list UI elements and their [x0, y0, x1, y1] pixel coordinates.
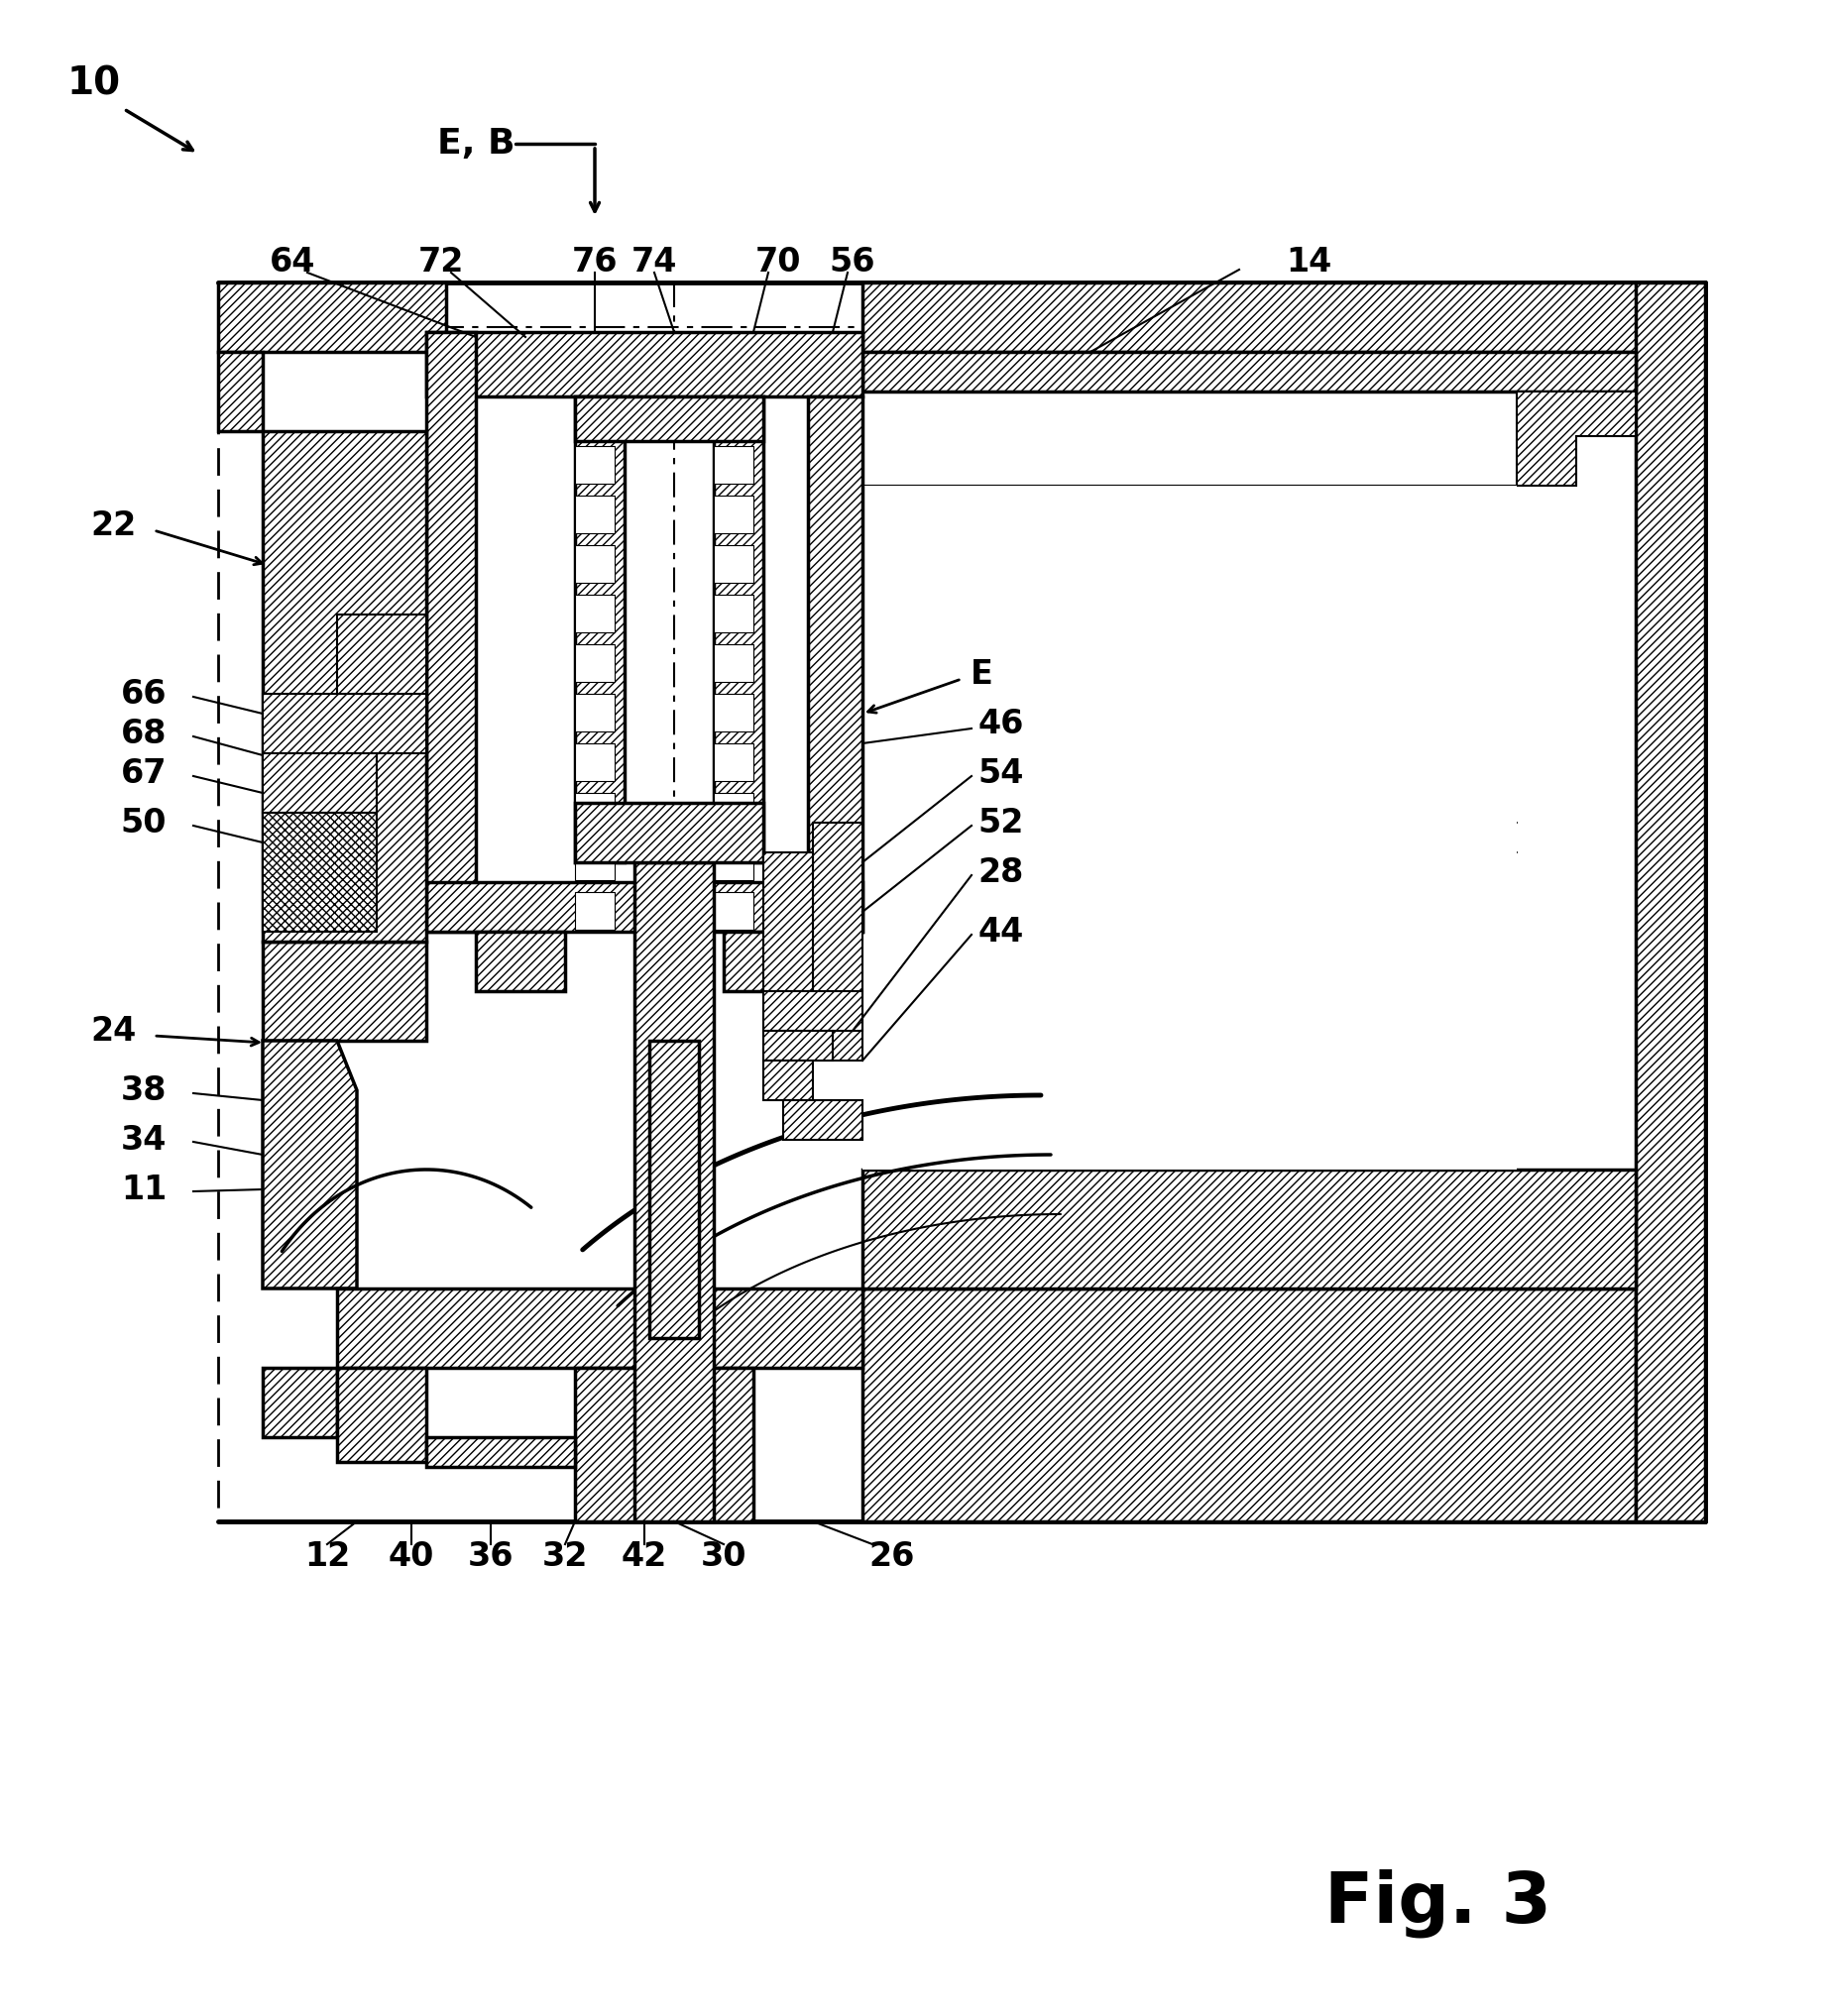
Polygon shape — [862, 486, 1516, 1169]
Text: 54: 54 — [978, 756, 1024, 790]
Text: 74: 74 — [632, 246, 677, 278]
Polygon shape — [714, 792, 753, 831]
Polygon shape — [714, 694, 753, 732]
Text: 14: 14 — [1285, 246, 1331, 278]
Polygon shape — [575, 397, 624, 863]
Polygon shape — [262, 1040, 357, 1288]
Polygon shape — [714, 843, 753, 881]
Text: 50: 50 — [121, 806, 167, 839]
Polygon shape — [262, 1367, 337, 1437]
Polygon shape — [337, 1367, 427, 1462]
Text: 10: 10 — [68, 65, 121, 103]
Polygon shape — [764, 992, 862, 1030]
Polygon shape — [575, 496, 615, 534]
Text: 11: 11 — [121, 1173, 167, 1206]
Polygon shape — [764, 1030, 833, 1060]
Text: 56: 56 — [829, 246, 875, 278]
Polygon shape — [575, 1367, 753, 1522]
Polygon shape — [723, 931, 813, 992]
Polygon shape — [575, 792, 615, 831]
Polygon shape — [714, 595, 753, 633]
Polygon shape — [862, 1169, 1635, 1288]
Polygon shape — [575, 446, 615, 484]
Polygon shape — [575, 802, 764, 863]
Polygon shape — [714, 496, 753, 534]
Text: Fig. 3: Fig. 3 — [1324, 1869, 1551, 1937]
Text: E: E — [970, 657, 992, 689]
Text: 67: 67 — [121, 756, 167, 790]
Text: 66: 66 — [121, 677, 167, 710]
Polygon shape — [807, 397, 862, 931]
Polygon shape — [427, 333, 476, 931]
Polygon shape — [427, 333, 862, 397]
Text: 42: 42 — [621, 1540, 666, 1572]
Text: 22: 22 — [92, 508, 137, 542]
Polygon shape — [476, 931, 566, 992]
Polygon shape — [862, 353, 1635, 391]
Text: 76: 76 — [571, 246, 617, 278]
Polygon shape — [813, 823, 862, 1060]
Polygon shape — [262, 754, 377, 812]
Polygon shape — [764, 1060, 813, 1101]
Polygon shape — [575, 595, 615, 633]
Text: 70: 70 — [754, 246, 802, 278]
Polygon shape — [862, 1288, 1635, 1522]
Polygon shape — [862, 282, 1705, 353]
Text: 38: 38 — [121, 1075, 167, 1107]
Polygon shape — [262, 941, 427, 1040]
Text: 68: 68 — [121, 718, 167, 750]
Text: 40: 40 — [388, 1540, 434, 1572]
Polygon shape — [714, 446, 753, 484]
Text: 36: 36 — [467, 1540, 515, 1572]
Text: 32: 32 — [542, 1540, 588, 1572]
Text: 52: 52 — [978, 806, 1024, 839]
Polygon shape — [714, 891, 753, 929]
Text: 72: 72 — [417, 246, 463, 278]
Polygon shape — [650, 1040, 699, 1339]
Polygon shape — [337, 615, 427, 694]
Polygon shape — [575, 843, 615, 881]
Polygon shape — [262, 812, 377, 931]
Polygon shape — [575, 645, 615, 681]
Text: 34: 34 — [121, 1123, 167, 1157]
Polygon shape — [427, 883, 862, 931]
Polygon shape — [1516, 391, 1635, 486]
Polygon shape — [218, 282, 447, 353]
Polygon shape — [1635, 282, 1705, 1522]
Polygon shape — [635, 863, 714, 1522]
Polygon shape — [764, 853, 813, 992]
Polygon shape — [714, 397, 764, 863]
Polygon shape — [427, 1437, 575, 1468]
Polygon shape — [262, 694, 427, 754]
Text: 26: 26 — [870, 1540, 916, 1572]
Polygon shape — [575, 544, 615, 583]
Polygon shape — [575, 891, 615, 929]
Text: 44: 44 — [978, 915, 1024, 948]
Polygon shape — [714, 544, 753, 583]
Text: 24: 24 — [92, 1014, 137, 1046]
Text: 28: 28 — [978, 857, 1024, 889]
Polygon shape — [714, 744, 753, 780]
Polygon shape — [575, 694, 615, 732]
Polygon shape — [262, 431, 427, 941]
Text: 64: 64 — [269, 246, 315, 278]
Text: E, B: E, B — [438, 127, 515, 161]
Text: 46: 46 — [978, 708, 1024, 740]
Text: 30: 30 — [701, 1540, 747, 1572]
Polygon shape — [714, 645, 753, 681]
Polygon shape — [575, 397, 764, 442]
Polygon shape — [337, 1288, 862, 1367]
Polygon shape — [784, 1101, 862, 1139]
Text: 12: 12 — [304, 1540, 350, 1572]
Polygon shape — [218, 353, 262, 431]
Polygon shape — [575, 744, 615, 780]
